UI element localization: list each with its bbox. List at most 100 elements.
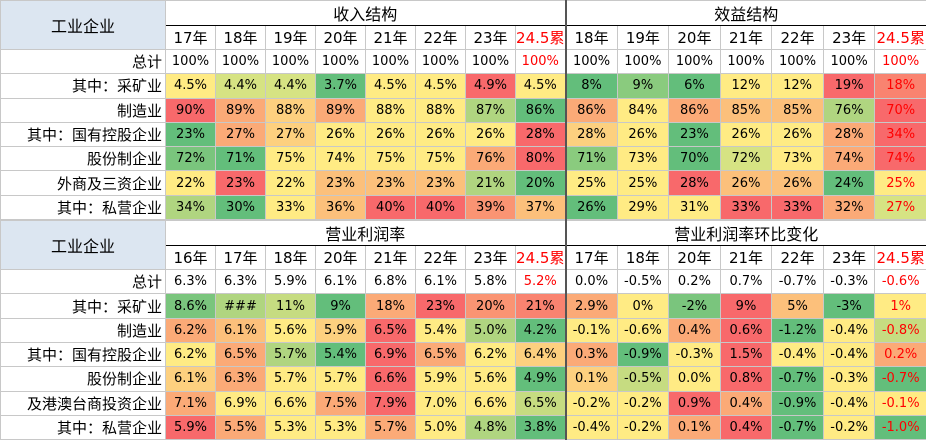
cell: 70% [669,147,721,171]
cell: -0.4% [823,391,875,415]
cell: 6.1% [316,270,366,294]
cell: 85% [720,98,772,122]
cell: 26% [466,122,516,146]
column-header: 18年 [566,26,618,50]
cell: 0.7% [720,270,772,294]
cell: 6.4% [516,342,566,366]
cell: -0.7% [772,415,824,439]
cell: 5.4% [416,318,466,342]
cell: 40% [366,195,416,219]
cell: 18% [366,294,416,318]
column-header: 22年 [416,246,466,270]
cell: 6.2% [466,342,516,366]
column-header: 17年 [166,26,216,50]
cell: -0.6% [875,270,926,294]
cell: 75% [416,147,466,171]
cell: 32% [823,195,875,219]
row-label: 其中：采矿业 [1,74,166,98]
column-header: 22年 [416,26,466,50]
column-header: 19年 [266,26,316,50]
cell: 100% [466,50,516,74]
cell: 25% [875,171,926,195]
cell: 24% [823,171,875,195]
cell: 88% [266,98,316,122]
cell: 28% [566,122,618,146]
cell: ### [216,294,266,318]
cell: 8.6% [166,294,216,318]
cell: 75% [266,147,316,171]
cell: -0.4% [823,342,875,366]
row-label: 其中：私营企业 [1,195,166,219]
cell: 4.8% [466,415,516,439]
column-header: 17年 [566,246,618,270]
row-label: 其中：国有控股企业 [1,122,166,146]
cell: 5.9% [416,367,466,391]
cell: 23% [316,171,366,195]
cell: 37% [516,195,566,219]
cell: 23% [216,171,266,195]
cell: 5.5% [216,415,266,439]
cell: 22% [166,171,216,195]
cell: -0.1% [566,318,618,342]
cell: 70% [875,98,926,122]
cell: 19% [823,74,875,98]
cell: 6.5% [516,391,566,415]
row-label: 其中：国有控股企业 [1,342,166,366]
cell: -0.7% [875,367,926,391]
column-header: 23年 [466,246,516,270]
column-header: 24.5累 [875,246,926,270]
cell: 6.5% [416,342,466,366]
cell: 28% [669,171,721,195]
cell: 20% [516,171,566,195]
cell: 4.9% [466,74,516,98]
cell: 0.2% [669,270,721,294]
cell: 5.6% [266,318,316,342]
column-header: 24.5累 [875,26,926,50]
cell: 86% [516,98,566,122]
column-header: 20年 [669,246,721,270]
column-header: 24.5累 [516,26,566,50]
cell: 5.3% [266,415,316,439]
cell: -0.3% [823,270,875,294]
cell: -0.8% [875,318,926,342]
cell: 5.9% [316,318,366,342]
cell: 33% [772,195,824,219]
cell: 6.5% [366,318,416,342]
cell: 30% [216,195,266,219]
cell: 80% [516,147,566,171]
cell: 22% [266,171,316,195]
cell: 89% [216,98,266,122]
cell: 6.6% [466,391,516,415]
cell: 26% [617,122,669,146]
cell: 100% [166,50,216,74]
cell: 0.3% [566,342,618,366]
cell: 74% [316,147,366,171]
cell: 23% [166,122,216,146]
cell: 4.5% [416,74,466,98]
cell: 85% [772,98,824,122]
cell: 6.5% [216,342,266,366]
cell: 73% [772,147,824,171]
cell: 26% [316,122,366,146]
cell: 4.5% [166,74,216,98]
group-title: 营业利润率环比变化 [566,221,926,246]
cell: 34% [875,122,926,146]
column-header: 22年 [772,26,824,50]
cell: 4.5% [516,74,566,98]
cell: 9% [316,294,366,318]
cell: -0.4% [772,342,824,366]
cell: -0.4% [566,415,618,439]
cell: 5.6% [466,367,516,391]
cell: 0.4% [720,415,772,439]
cell: 7.1% [166,391,216,415]
cell: 5.7% [266,367,316,391]
column-header: 23年 [823,246,875,270]
cell: -0.2% [566,391,618,415]
cell: 23% [416,171,466,195]
cell: 8% [566,74,618,98]
cell: 23% [669,122,721,146]
column-header: 19年 [617,26,669,50]
cell: 100% [875,50,926,74]
group-title: 效益结构 [566,1,926,26]
